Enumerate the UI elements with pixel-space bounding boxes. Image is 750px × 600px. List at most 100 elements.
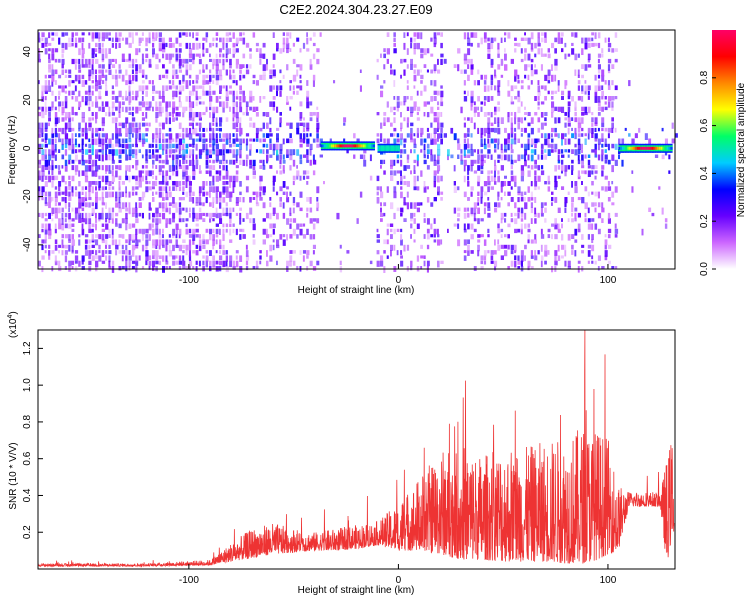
spectrogram-cell <box>487 228 490 234</box>
spectrogram-cell <box>98 42 101 49</box>
spectrogram-cell <box>289 48 292 52</box>
spectrogram-cell <box>125 90 128 98</box>
spectrogram-cell <box>279 143 283 151</box>
spectrogram-cell <box>420 266 423 270</box>
spectrogram-cell <box>517 186 521 193</box>
spectrogram-cell <box>380 191 384 199</box>
spectrogram-cell <box>178 228 182 236</box>
spectrogram-cell <box>135 90 139 98</box>
spectrogram-cell <box>225 85 228 92</box>
spectrogram-cell <box>574 117 578 123</box>
spectrogram-cell <box>222 228 225 235</box>
spectrogram-cell <box>229 191 233 198</box>
spectrogram-cell <box>111 64 116 68</box>
spectrogram-cell <box>289 133 292 138</box>
spectrogram-cell <box>48 112 51 117</box>
spectrogram-cell <box>296 175 299 180</box>
spectrogram-cell <box>138 228 142 234</box>
spectrogram-cell <box>537 106 540 110</box>
spectrogram-cell <box>504 212 507 217</box>
spectrogram-cell <box>510 133 514 138</box>
spectrogram-cell <box>530 64 533 71</box>
spectrogram-cell <box>209 80 211 84</box>
spectrogram-cell <box>671 122 674 129</box>
spectrogram-cell <box>182 138 186 144</box>
spectrogram-cell <box>390 64 392 69</box>
spectrogram-cell <box>209 101 212 108</box>
spectrogram-cell <box>453 165 456 172</box>
spectrogram-ridge-cell <box>643 146 646 150</box>
spectrogram-cell <box>594 90 598 97</box>
spectrogram-cell <box>386 58 389 64</box>
spectrogram-cell <box>286 101 289 105</box>
spectrogram-cell <box>527 138 530 145</box>
spectrogram-cell <box>567 101 571 107</box>
spectrogram-cell <box>101 223 105 227</box>
spectrogram-cell <box>74 170 78 176</box>
spectrogram-cell <box>98 48 102 54</box>
spectrogram-cell <box>209 138 212 143</box>
spectrogram-cell <box>71 250 74 254</box>
spectrogram-cell <box>376 112 380 116</box>
spectrogram-cell <box>604 80 607 85</box>
spectrogram-cell <box>440 85 443 89</box>
spectrogram-cell <box>202 212 205 216</box>
spectrogram-cell <box>594 42 598 47</box>
spectrogram-cell <box>312 223 316 230</box>
spectrogram-cell <box>306 101 310 109</box>
spectrogram-cell <box>175 149 178 153</box>
spectrogram-cell <box>212 74 215 79</box>
spectrogram-cell <box>614 143 618 150</box>
spectrogram-cell <box>249 218 252 224</box>
spectrogram-cell <box>98 133 101 140</box>
spectrogram-cell <box>152 149 155 155</box>
spectrogram-cell <box>178 244 182 252</box>
spectrogram-cell <box>108 207 111 213</box>
spectrogram-cell <box>269 133 273 137</box>
spectrogram-cell <box>591 122 594 127</box>
spectrogram-ridge-cell <box>670 146 673 150</box>
spectrogram-cell <box>145 53 149 58</box>
spectrogram-cell <box>41 143 44 148</box>
spectrogram-cell <box>530 48 534 52</box>
spectrogram-cell <box>262 53 266 59</box>
spectrogram-cell <box>611 106 614 111</box>
spectrogram-cell <box>125 186 127 194</box>
spectrogram-cell <box>587 234 590 240</box>
spectrogram-cell <box>534 53 537 58</box>
spectrogram-cell <box>111 85 114 90</box>
spectrogram-cell <box>584 42 588 50</box>
spectrogram-cell <box>195 122 199 126</box>
spectrogram-cell <box>148 122 151 127</box>
spectrogram-cell <box>115 117 118 122</box>
spectrogram-cell <box>202 42 205 50</box>
spectrogram-cell <box>61 69 64 75</box>
spectrogram-cell <box>423 112 426 117</box>
spectrogram-cell <box>115 250 118 256</box>
spectrogram-cell <box>135 138 138 146</box>
spectrogram-cell <box>561 133 565 140</box>
spectrogram-cell <box>219 239 222 246</box>
spectrogram-cell <box>74 133 77 137</box>
snr-series-line <box>37 329 675 568</box>
spectrogram-cell <box>262 159 265 166</box>
spectrogram-cell <box>423 234 426 239</box>
spectrogram-cell <box>500 212 504 220</box>
spectrogram-cell <box>309 234 313 240</box>
spectrogram-cell <box>219 138 223 142</box>
spectrogram-cell <box>68 37 71 43</box>
spectrogram-cell <box>282 181 286 188</box>
spectrogram-cell <box>494 138 497 143</box>
spectrogram-cell <box>212 260 216 267</box>
spectrogram-cell <box>470 191 473 197</box>
spectrogram-cell <box>58 260 61 268</box>
spectrogram-cell <box>614 85 618 91</box>
spectrogram-cell <box>158 96 162 100</box>
spectrogram-cell <box>551 149 554 153</box>
spectrogram-cell <box>403 202 407 206</box>
spectrogram-cell <box>152 53 155 58</box>
spectrogram-cell <box>58 223 62 230</box>
spectrogram-cell <box>152 42 155 48</box>
spectrogram-cell <box>524 244 527 250</box>
spectrogram-cell <box>138 106 142 111</box>
